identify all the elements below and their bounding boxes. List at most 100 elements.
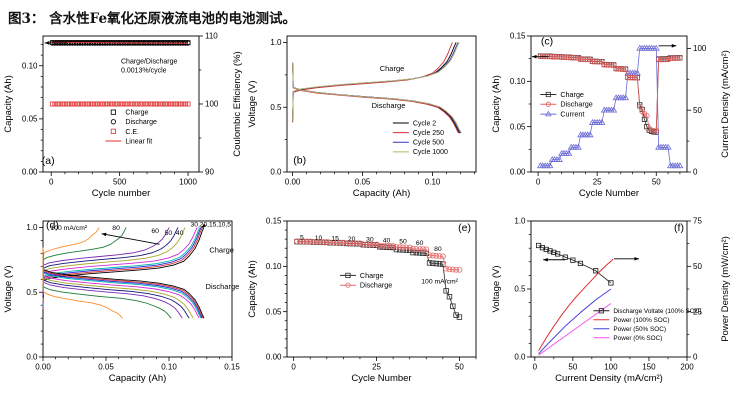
svg-text:Capacity (Ah): Capacity (Ah) [247,260,258,318]
svg-text:Cycle 250: Cycle 250 [413,130,444,137]
svg-text:1.0: 1.0 [270,38,282,47]
svg-text:0: 0 [533,363,538,372]
svg-text:0: 0 [536,178,541,187]
svg-text:0.00: 0.00 [285,178,301,187]
svg-text:Charge/Discharge: Charge/Discharge [121,58,178,65]
panel-e: 0 25 50 Cycle Number 0.00 0.05 0.10 0.15 Capacit… [244,214,488,399]
svg-text:0.5: 0.5 [26,288,38,297]
svg-text:0.05: 0.05 [510,122,526,131]
svg-text:500: 500 [113,178,127,187]
series-10-discharge [42,247,204,319]
svg-text:Capacity (Ah): Capacity (Ah) [109,373,167,384]
series-50-charge [42,227,179,299]
svg-text:1000: 1000 [179,178,197,187]
svg-text:50: 50 [568,363,577,372]
svg-text:0.05: 0.05 [98,363,114,372]
svg-text:40: 40 [176,230,184,237]
svg-text:0.00: 0.00 [266,353,282,362]
series-current [536,44,684,169]
svg-text:50: 50 [693,262,702,271]
svg-text:Capacity (Ah): Capacity (Ah) [491,75,502,133]
svg-text:110: 110 [205,32,218,41]
chart-a-cycling-stability: 0 500 1000 Cycle number 0.00 0.05 0.10 Capacity… [3,32,243,199]
series-5-discharge [42,247,205,319]
svg-text:Discharge Voltate (100% SOC): Discharge Voltate (100% SOC) [613,308,701,315]
series-100-charge [42,227,100,285]
svg-text:0.0: 0.0 [270,168,282,177]
svg-text:60: 60 [416,240,424,247]
svg-text:0.10: 0.10 [22,61,38,70]
svg-text:Discharge: Discharge [206,282,240,291]
panel-c: 0 25 50 Cycle Number 0.00 0.05 0.10 0.15 Capacit… [488,29,732,214]
legend: Charge Discharge C.E. Linear fit [105,110,157,145]
series-40-discharge [42,247,194,319]
svg-text:Capacity (Ah): Capacity (Ah) [3,75,14,133]
svg-text:25: 25 [693,307,702,316]
svg-text:0.15: 0.15 [224,363,240,372]
svg-text:Current: Current [560,109,584,118]
svg-text:Power (0% SOC): Power (0% SOC) [613,335,662,342]
svg-text:0.5: 0.5 [514,285,526,294]
svg-text:100: 100 [693,44,707,53]
svg-text:10: 10 [315,235,323,242]
series-discharge [294,238,463,273]
svg-text:25: 25 [372,363,381,372]
series-15-discharge [42,247,203,319]
chart-d-rate-voltage-curves: 0.00 0.05 0.10 0.15 Capacity (Ah) 0.0 0.5 1.0 Vo… [3,219,240,384]
svg-text:0: 0 [49,178,54,187]
chart-f-polarization-power: 0 50 100 150 200 Current Density (mA/cm²) 0.0 0… [491,217,731,384]
svg-text:Charge: Charge [209,245,234,254]
series-60-discharge [42,247,183,319]
svg-text:Discharge: Discharge [560,100,592,109]
series-discharge-voltate-(100%-soc) [536,242,614,286]
svg-text:80: 80 [112,225,120,232]
svg-text:(d): (d) [46,219,59,231]
svg-text:(c): (c) [541,36,553,48]
svg-text:Current Density (mA/cm²): Current Density (mA/cm²) [555,373,663,384]
svg-text:Power (50% SOC): Power (50% SOC) [613,326,666,333]
svg-text:40: 40 [383,237,391,244]
svg-text:0.15: 0.15 [510,32,526,41]
svg-text:Discharge: Discharge [360,281,392,290]
svg-text:Capacity (Ah): Capacity (Ah) [353,188,411,199]
svg-text:(f): (f) [674,222,684,234]
svg-text:Charge: Charge [380,64,405,73]
svg-text:50: 50 [165,230,173,237]
svg-text:0.10: 0.10 [266,262,282,271]
svg-text:(a): (a) [42,155,55,167]
svg-text:0.00: 0.00 [510,168,526,177]
svg-text:100: 100 [205,100,219,109]
series-discharge [537,53,683,134]
svg-text:5: 5 [300,235,304,242]
svg-text:Discharge: Discharge [125,119,157,126]
svg-text:60: 60 [151,228,159,235]
svg-text:Cycle Number: Cycle Number [351,373,411,384]
svg-text:Power (100% SOC): Power (100% SOC) [613,317,669,324]
chart-e-rate-capacity: 0 25 50 Cycle Number 0.00 0.05 0.10 0.15 Capacit… [247,217,477,384]
svg-text:Discharge: Discharge [372,101,406,110]
svg-text:Linear fit: Linear fit [125,138,152,145]
chart-c-rate-cycling: 0 25 50 Cycle Number 0.00 0.05 0.10 0.15 Capacit… [491,32,731,199]
panel-b: 0.00 0.05 0.10 Capacity (Ah) 0.0 0.5 1.0 Voltag… [244,29,488,214]
svg-text:Cycle Number: Cycle Number [579,188,639,199]
svg-text:200: 200 [680,363,694,372]
svg-text:150: 150 [642,363,656,372]
series-20-discharge [42,247,202,319]
series-100-discharge [42,247,123,319]
svg-text:Voltage (V): Voltage (V) [3,266,14,313]
series-80-charge [42,227,127,290]
svg-text:Voltage (V): Voltage (V) [247,81,258,128]
svg-text:Power Density (mW/cm²): Power Density (mW/cm²) [720,236,731,342]
svg-text:Voltage (V): Voltage (V) [491,266,502,313]
series-50-discharge [42,247,190,319]
series-40-charge [42,227,186,301]
svg-text:30: 30 [366,237,374,244]
svg-text:100 mA/cm²: 100 mA/cm² [421,278,458,285]
series-power-(100%-soc) [538,258,614,351]
svg-text:0.00: 0.00 [35,363,51,372]
series-linear-fit [51,41,189,44]
svg-text:0.15: 0.15 [266,217,282,226]
series-power-(0%-soc) [538,303,612,356]
